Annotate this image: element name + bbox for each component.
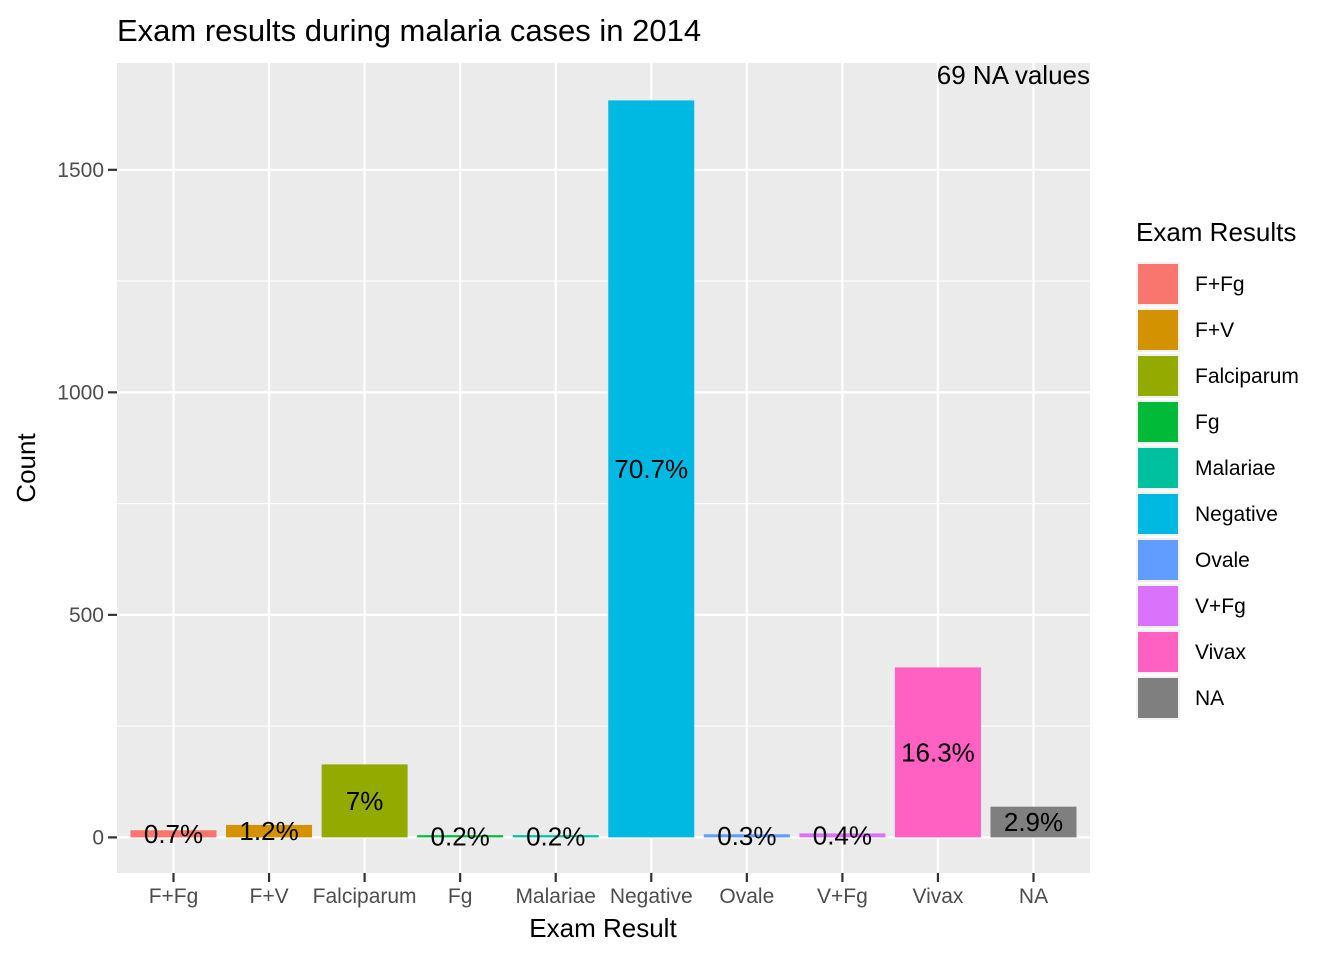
bar-value-label: 0.4% [813,820,872,850]
y-axis-title: Count [11,433,41,503]
bar [226,824,313,838]
grid-lines [117,63,1090,873]
bar-value-label: 0.2% [431,821,490,851]
x-tick-label: Ovale [719,885,774,908]
legend-label: F+Fg [1195,273,1245,296]
x-tick-label: Falciparum [313,885,417,908]
x-tick-label: Negative [610,885,693,908]
bar [512,835,599,838]
bar [894,667,981,838]
bar-value-label: 2.9% [1004,807,1063,837]
legend-label: Negative [1195,503,1278,526]
x-tick-label: V+Fg [817,885,868,908]
bar-value-label: 70.7% [614,454,688,484]
bar [799,833,886,838]
bar-value-label: 0.7% [144,819,203,849]
x-tick-label: Fg [448,885,473,908]
bar [608,100,695,838]
legend-label: Ovale [1195,549,1250,572]
legend-swatch [1138,264,1178,304]
y-tick-label: 1000 [57,381,104,404]
bar-value-label: 0.2% [526,821,585,851]
legend-label: NA [1195,687,1224,710]
x-axis: F+Fg F+V Falciparum Fg Malariae Negative Ovale… [149,873,1048,908]
legend-swatch [1138,402,1178,442]
legend-label: V+Fg [1195,595,1246,618]
y-tick-label: 1500 [57,159,104,182]
bar [990,806,1077,838]
bar-value-label: 7% [346,786,384,816]
legend-label: Fg [1195,411,1220,434]
legend-swatch [1138,310,1178,350]
legend: Exam Results F+Fg F+V Falciparum Fg Malariae… [1136,217,1299,720]
legend-label: Falciparum [1195,365,1299,388]
bar [703,834,790,838]
bar-labels: 0.7% 1.2% 7% 0.2% 0.2% 70.7% 0.3% 0.4% 16.3% 2.9% [144,454,1063,851]
legend-swatch [1138,356,1178,396]
legend-swatch [1138,448,1178,488]
y-axis: 0 500 1000 1500 [57,159,117,849]
legend-swatch [1138,494,1178,534]
y-tick-label: 0 [92,826,104,849]
bar-value-label: 1.2% [239,816,298,846]
y-tick-label: 500 [69,604,104,627]
x-tick-label: Malariae [515,885,596,908]
x-axis-title: Exam Result [529,913,677,943]
bar-value-label: 16.3% [901,737,975,767]
bar [321,764,408,838]
x-tick-label: NA [1019,885,1048,908]
legend-label: Vivax [1195,641,1246,664]
na-values-annotation: 69 NA values [937,60,1090,90]
legend-swatch [1138,632,1178,672]
bars [130,100,1077,838]
chart-title: Exam results during malaria cases in 201… [117,13,701,48]
legend-label: F+V [1195,319,1234,342]
x-tick-label: F+Fg [149,885,199,908]
legend-swatch [1138,586,1178,626]
legend-swatch [1138,540,1178,580]
x-tick-label: F+V [250,885,289,908]
legend-label: Malariae [1195,457,1276,480]
legend-title: Exam Results [1136,217,1296,247]
x-tick-label: Vivax [912,885,963,908]
bar-value-label: 0.3% [717,821,776,851]
bar [417,835,504,838]
legend-swatch [1138,678,1178,718]
bar [130,830,217,838]
